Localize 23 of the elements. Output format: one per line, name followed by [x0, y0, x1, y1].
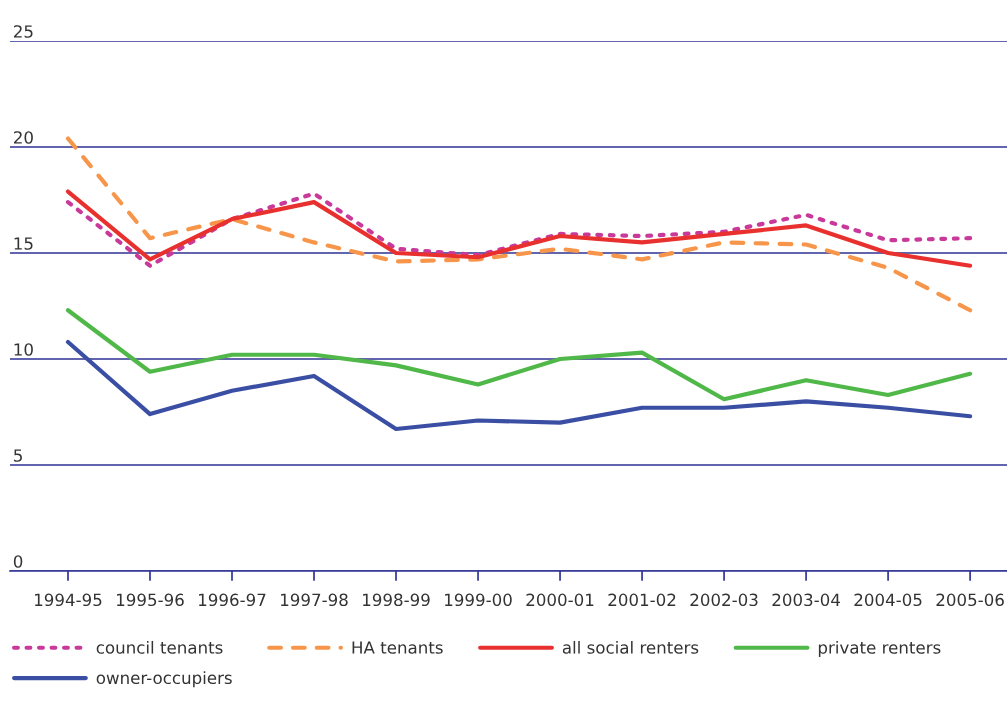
y-tick-label: 25 — [14, 25, 33, 38]
x-tick-label: 2004-05 — [854, 593, 922, 607]
y-tick-label: 0 — [13, 555, 23, 568]
x-tick-label: 2003-04 — [772, 593, 840, 607]
legend-label: council tenants — [96, 640, 223, 654]
x-tick-label: 1997-98 — [281, 593, 348, 607]
x-tick-label: 1998-99 — [363, 593, 430, 607]
y-tick-label: 10 — [14, 343, 33, 356]
x-tick-label: 1995-96 — [117, 593, 184, 607]
x-tick-label: 2005-06 — [936, 593, 1004, 607]
y-tick-label: 20 — [14, 131, 33, 144]
legend-label: all social renters — [562, 640, 699, 654]
x-tick-label: 2002-03 — [690, 593, 758, 607]
legend-label: owner-occupiers — [96, 671, 232, 688]
x-tick-label: 1996-97 — [199, 593, 266, 607]
x-tick-label: 1994-95 — [34, 593, 102, 607]
x-tick-label: 2000-01 — [526, 593, 594, 607]
x-tick-label: 2001-02 — [608, 593, 676, 607]
y-tick-label: 15 — [14, 237, 33, 250]
y-tick-label: 5 — [14, 449, 22, 462]
x-tick-label: 1999-00 — [445, 593, 512, 607]
legend-label: private renters — [818, 640, 941, 658]
legend-label: HA tenants — [352, 641, 443, 654]
